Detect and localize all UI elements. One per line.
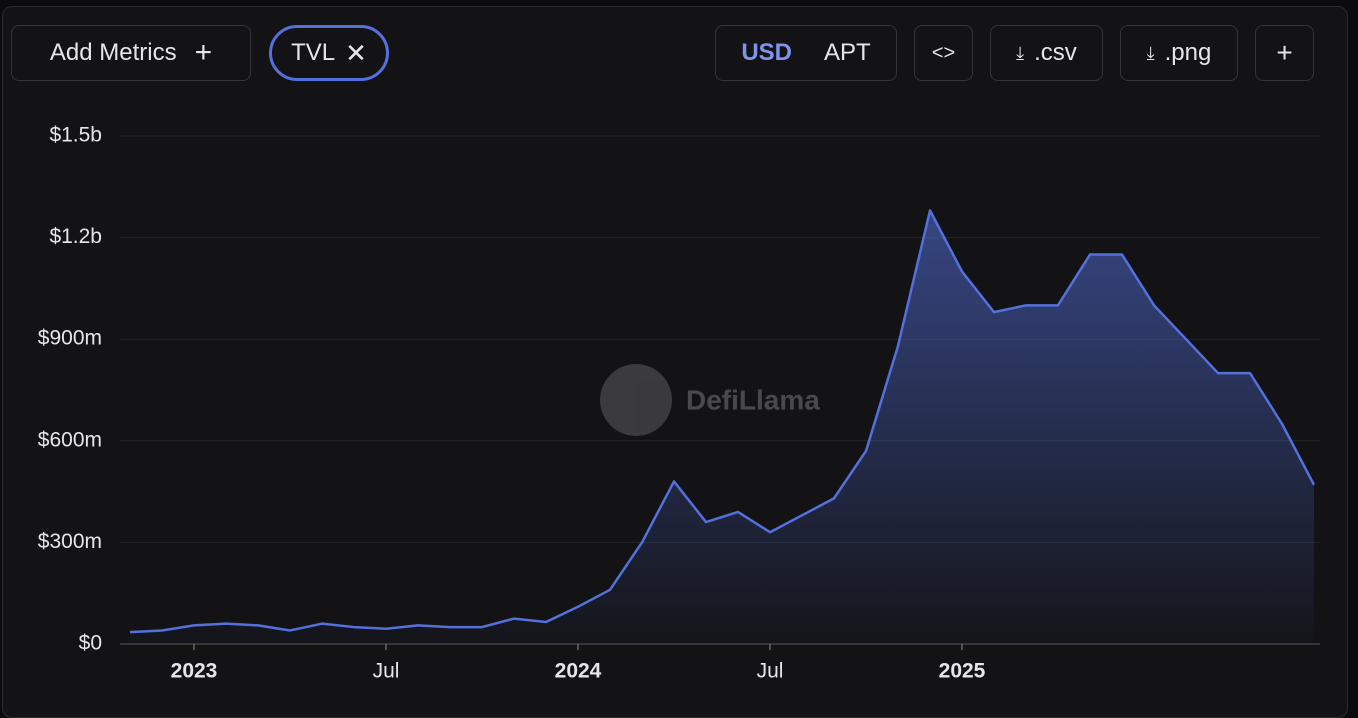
y-tick-label: $600m [38, 428, 102, 451]
line [129, 209, 1316, 634]
png-button[interactable]: ⤓ .png [1120, 25, 1238, 81]
add-metrics-button[interactable]: Add Metrics + [11, 25, 251, 81]
y-tick-label: $300m [38, 530, 102, 553]
x-tick-label: 2025 [939, 660, 986, 683]
png-label: .png [1164, 39, 1212, 66]
download-icon: ⤓ [1016, 42, 1025, 63]
metric-chip[interactable]: TVL ✕ [269, 25, 389, 81]
csv-label: .csv [1034, 39, 1077, 66]
embed-button[interactable]: <> [914, 25, 973, 81]
x-tick-label: Jul [373, 660, 400, 683]
area-fill [130, 210, 1314, 645]
chart: DefiLlama $0 $300m $600m $900m $1.2b $1.5b 202… [38, 124, 1320, 683]
metric-chip-label: TVL [291, 39, 336, 66]
y-tick-label: $1.5b [49, 124, 102, 147]
watermark: DefiLlama [600, 364, 820, 436]
close-icon: ✕ [345, 37, 367, 68]
watermark-logo [600, 364, 672, 436]
csv-button[interactable]: ⤓ .csv [990, 25, 1103, 81]
x-tick-label: Jul [757, 660, 784, 683]
page: Add Metrics + TVL ✕ USD APT <> ⤓ .csv ⤓ .png … [2, 6, 1348, 718]
plus-icon: + [194, 36, 213, 69]
y-tick-label: $0 [79, 632, 102, 655]
y-tick-label: $900m [38, 327, 102, 350]
x-tick-label: 2023 [171, 660, 218, 683]
add-button[interactable]: + [1255, 25, 1314, 81]
x-tick-label: 2024 [555, 660, 602, 683]
download-icon: ⤓ [1146, 42, 1155, 63]
currency-toggle: USD APT [715, 25, 897, 81]
currency-option[interactable]: USD [741, 39, 792, 66]
y-tick-label: $1.2b [49, 225, 102, 248]
add-metrics-label: Add Metrics [49, 39, 177, 66]
currency-option[interactable]: APT [823, 39, 871, 66]
watermark-text: DefiLlama [686, 384, 820, 415]
